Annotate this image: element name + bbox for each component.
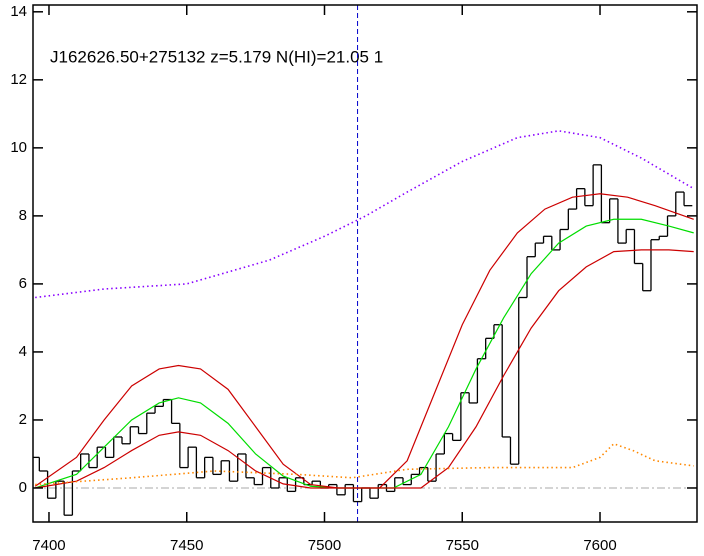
x-tick-label: 7500 (308, 537, 341, 554)
y-tick-label: 6 (19, 275, 27, 292)
x-tick-label: 7550 (446, 537, 479, 554)
y-tick-label: 4 (19, 343, 27, 360)
model-line (35, 130, 695, 299)
model-line (35, 442, 694, 486)
y-tick-label: 12 (10, 71, 27, 88)
model-line (35, 249, 694, 489)
plot-frame (32, 4, 698, 523)
y-tick-label: 0 (19, 479, 27, 496)
y-tick-label: 8 (19, 207, 27, 224)
x-tick-label: 7600 (583, 537, 616, 554)
x-tick-label: 7400 (32, 537, 65, 554)
x-tick-label: 7450 (170, 537, 203, 554)
y-tick-label: 2 (19, 411, 27, 428)
y-tick-label: 10 (10, 139, 27, 156)
model-line (34, 193, 694, 489)
model-line (35, 218, 694, 489)
y-tick-label: 14 (10, 3, 27, 20)
annotation: J162626.50+275132 z=5.179 N(HI)=21.05 1 (50, 47, 383, 66)
